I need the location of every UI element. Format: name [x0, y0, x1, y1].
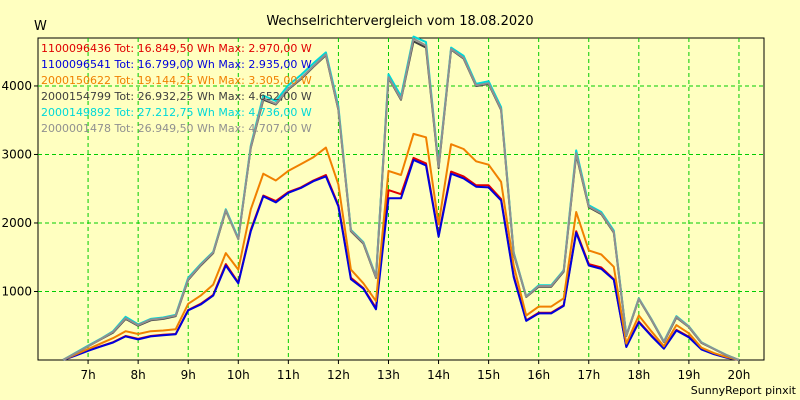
x-tick-label: 20h [728, 368, 751, 382]
x-tick-label: 17h [577, 368, 600, 382]
x-tick-label: 10h [227, 368, 250, 382]
footer-credit: SunnyReport pinxit [691, 384, 797, 397]
series-line-2000150622 [62, 132, 740, 361]
x-tick-label: 15h [477, 368, 500, 382]
axis-ticks: 7h 8h 9h 10h 11h 12h 13h 14h 15h 16h 17h 18h 19h 20h 1… [1, 79, 750, 382]
x-tick-label: 13h [377, 368, 400, 382]
x-tick-label: 12h [327, 368, 350, 382]
series-line-1100096541 [62, 158, 740, 361]
x-tick-label: 18h [627, 368, 650, 382]
legend-entry-2000001478: 2000001478 Tot: 26.949,50 Wh Max: 4.707,… [41, 122, 312, 135]
grid [38, 38, 764, 360]
legend-entry-2000150622: 2000150622 Tot: 19.144,25 Wh Max: 3.305,… [41, 74, 312, 87]
y-tick-label: 4000 [1, 79, 32, 93]
legend: 1100096436 Tot: 16.849,50 Wh Max: 2.970,… [41, 42, 312, 135]
x-tick-label: 9h [181, 368, 196, 382]
x-tick-label: 11h [277, 368, 300, 382]
x-tick-label: 16h [527, 368, 550, 382]
legend-entry-1100096541: 1100096541 Tot: 16.799,00 Wh Max: 2.935,… [41, 58, 312, 71]
x-tick-label: 19h [677, 368, 700, 382]
chart-title: Wechselrichtervergleich vom 18.08.2020 [266, 14, 533, 29]
legend-entry-1100096436: 1100096436 Tot: 16.849,50 Wh Max: 2.970,… [41, 42, 312, 55]
legend-entry-2000149892: 2000149892 Tot: 27.212,75 Wh Max: 4.736,… [41, 106, 312, 119]
y-axis-unit-label: W [34, 19, 47, 34]
x-tick-label: 14h [427, 368, 450, 382]
x-tick-label: 8h [131, 368, 146, 382]
y-tick-label: 3000 [1, 147, 32, 161]
y-tick-label: 1000 [1, 284, 32, 298]
series-line-2000001478 [62, 37, 740, 361]
x-tick-label: 7h [80, 368, 95, 382]
y-tick-label: 2000 [1, 216, 32, 230]
legend-entry-2000154799: 2000154799 Tot: 26.932,25 Wh Max: 4.652,… [41, 90, 312, 103]
series-lines [62, 35, 740, 361]
